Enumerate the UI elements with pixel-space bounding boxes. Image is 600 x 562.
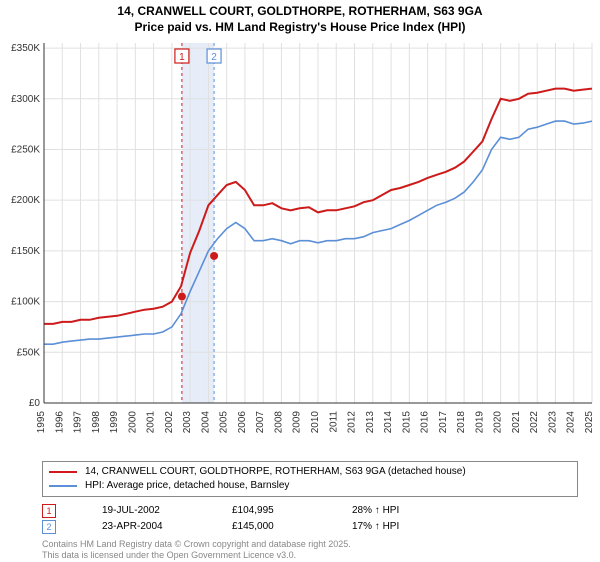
svg-text:2013: 2013 bbox=[365, 411, 376, 434]
svg-text:2015: 2015 bbox=[401, 411, 412, 434]
marker-date: 19-JUL-2002 bbox=[102, 503, 232, 519]
svg-text:2016: 2016 bbox=[420, 411, 431, 434]
svg-text:2017: 2017 bbox=[438, 411, 449, 434]
svg-text:1: 1 bbox=[179, 52, 185, 63]
svg-text:1995: 1995 bbox=[36, 411, 47, 434]
marker-num-box: 1 bbox=[42, 504, 56, 518]
chart-svg: £0 £50K £100K £150K £200K £250K £300K £350K 1995… bbox=[0, 35, 600, 459]
svg-text:1996: 1996 bbox=[54, 411, 65, 434]
svg-text:2011: 2011 bbox=[328, 411, 339, 433]
legend-zone: 14, CRANWELL COURT, GOLDTHORPE, ROTHERHA… bbox=[0, 459, 600, 562]
svg-text:2004: 2004 bbox=[200, 411, 211, 434]
svg-text:2018: 2018 bbox=[456, 411, 467, 434]
svg-text:2000: 2000 bbox=[127, 411, 138, 434]
title-line2: Price paid vs. HM Land Registry's House … bbox=[135, 20, 466, 34]
svg-text:£200K: £200K bbox=[11, 195, 40, 206]
legend-row-2: HPI: Average price, detached house, Barn… bbox=[49, 479, 571, 493]
svg-text:2010: 2010 bbox=[310, 411, 321, 434]
svg-text:2: 2 bbox=[211, 52, 217, 63]
svg-text:£250K: £250K bbox=[11, 145, 40, 156]
legend-label-1: 14, CRANWELL COURT, GOLDTHORPE, ROTHERHA… bbox=[85, 465, 466, 479]
svg-text:2021: 2021 bbox=[511, 411, 522, 434]
svg-text:1997: 1997 bbox=[73, 411, 84, 434]
svg-text:2002: 2002 bbox=[164, 411, 175, 434]
svg-text:£300K: £300K bbox=[11, 94, 40, 105]
svg-text:2022: 2022 bbox=[529, 411, 540, 434]
credit-line2: This data is licensed under the Open Gov… bbox=[42, 550, 296, 560]
legend-row-1: 14, CRANWELL COURT, GOLDTHORPE, ROTHERHA… bbox=[49, 465, 571, 479]
svg-text:2007: 2007 bbox=[255, 411, 266, 434]
svg-text:2025: 2025 bbox=[584, 411, 595, 434]
svg-text:£0: £0 bbox=[29, 398, 41, 409]
svg-text:£50K: £50K bbox=[17, 347, 41, 358]
svg-text:2019: 2019 bbox=[474, 411, 485, 434]
marker-row: 2 23-APR-2004£145,00017% ↑ HPI bbox=[42, 519, 594, 535]
svg-text:£150K: £150K bbox=[11, 246, 40, 257]
svg-text:2008: 2008 bbox=[273, 411, 284, 434]
marker-price: £145,000 bbox=[232, 519, 352, 535]
legend-box: 14, CRANWELL COURT, GOLDTHORPE, ROTHERHA… bbox=[42, 461, 578, 497]
credit-line1: Contains HM Land Registry data © Crown c… bbox=[42, 539, 351, 549]
svg-text:2012: 2012 bbox=[347, 411, 358, 434]
legend-swatch-2 bbox=[49, 485, 77, 487]
marker-table: 1 19-JUL-2002£104,99528% ↑ HPI 2 23-APR-200… bbox=[42, 503, 594, 535]
svg-text:2003: 2003 bbox=[182, 411, 193, 434]
svg-text:1998: 1998 bbox=[91, 411, 102, 434]
legend-label-2: HPI: Average price, detached house, Barn… bbox=[85, 479, 289, 493]
legend-swatch-1 bbox=[49, 471, 77, 473]
marker-price: £104,995 bbox=[232, 503, 352, 519]
credit-text: Contains HM Land Registry data © Crown c… bbox=[42, 539, 594, 562]
title-line1: 14, CRANWELL COURT, GOLDTHORPE, ROTHERHA… bbox=[117, 4, 482, 18]
svg-text:£100K: £100K bbox=[11, 297, 40, 308]
svg-text:2006: 2006 bbox=[237, 411, 248, 434]
chart-container: £0 £50K £100K £150K £200K £250K £300K £350K 1995… bbox=[0, 35, 600, 459]
marker-num-box: 2 bbox=[42, 520, 56, 534]
svg-text:1999: 1999 bbox=[109, 411, 120, 434]
marker-pct: 17% ↑ HPI bbox=[352, 519, 502, 535]
svg-text:2014: 2014 bbox=[383, 411, 394, 434]
page-title: 14, CRANWELL COURT, GOLDTHORPE, ROTHERHA… bbox=[0, 0, 600, 35]
svg-text:2009: 2009 bbox=[292, 411, 303, 434]
marker-pct: 28% ↑ HPI bbox=[352, 503, 502, 519]
marker-row: 1 19-JUL-2002£104,99528% ↑ HPI bbox=[42, 503, 594, 519]
svg-text:£350K: £350K bbox=[11, 43, 40, 54]
svg-text:2001: 2001 bbox=[146, 411, 157, 434]
svg-text:2023: 2023 bbox=[547, 411, 558, 434]
svg-text:2020: 2020 bbox=[493, 411, 504, 434]
svg-text:2005: 2005 bbox=[219, 411, 230, 434]
svg-text:2024: 2024 bbox=[566, 411, 577, 434]
marker-date: 23-APR-2004 bbox=[102, 519, 232, 535]
